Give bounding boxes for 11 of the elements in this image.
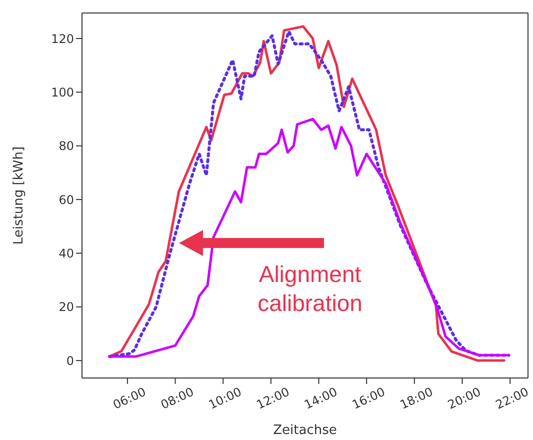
x-axis-title: Zeitachse — [273, 423, 337, 438]
y-tick-label: 40 — [58, 246, 74, 260]
y-axis-title: Leistung [kWh] — [12, 146, 27, 245]
y-tick-label: 20 — [58, 300, 74, 314]
y-tick-label: 60 — [58, 192, 74, 207]
y-tick-label: 120 — [51, 32, 74, 46]
line-series — [108, 118, 510, 358]
y-tick-label: 0 — [66, 354, 74, 368]
y-tick-label: 100 — [51, 85, 74, 100]
y-tick-label: 80 — [58, 139, 74, 154]
annotation: Alignment calibration — [256, 260, 364, 318]
